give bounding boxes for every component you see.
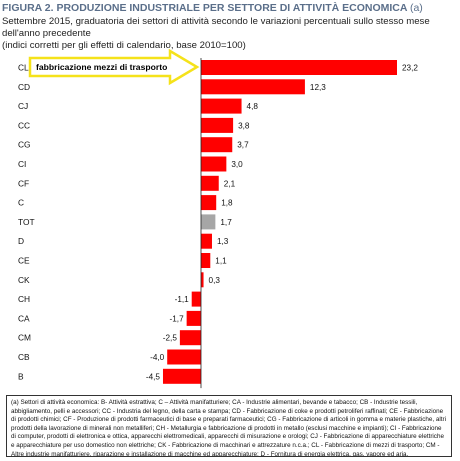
category-label: CI [18, 159, 26, 169]
bar [201, 60, 397, 75]
category-label: CF [18, 178, 29, 188]
footnote-text: (a) Settori di attività economica: B- At… [11, 399, 447, 457]
bar [201, 272, 204, 288]
chart-title-text: FIGURA 2. PRODUZIONE INDUSTRIALE PER SET… [2, 2, 408, 14]
bar [162, 368, 201, 384]
bar [201, 137, 233, 153]
bar-group: CL 23,2 CD 12,3 CJ 4,8 CC 3,8 CG 3,7 CI 3,0 CF 2,1 C 1,… [18, 60, 418, 384]
bar [201, 233, 212, 249]
bar [167, 349, 201, 365]
category-label: CB [18, 352, 30, 362]
bar-chart: CL 23,2 CD 12,3 CJ 4,8 CC 3,8 CG 3,7 CI 3,0 CF 2,1 C 1,… [18, 48, 418, 389]
data-label: 3,7 [237, 141, 249, 150]
category-label: CH [18, 294, 30, 304]
chart-subtitle-line1: Settembre 2015, graduatoria dei settori … [2, 16, 430, 39]
category-label: C [18, 198, 24, 208]
category-label: CL [18, 63, 29, 73]
bar [201, 117, 234, 133]
data-label: 3,0 [231, 160, 243, 169]
data-label: 1,3 [217, 237, 229, 246]
data-label: 1,1 [215, 257, 227, 266]
bar [201, 195, 217, 211]
data-label: -4,0 [150, 353, 165, 362]
category-label: B [18, 371, 24, 381]
data-label: 12,3 [310, 83, 326, 92]
data-label: 0,3 [209, 276, 221, 285]
category-label: D [18, 236, 24, 246]
chart-subtitle-line2: (indici corretti per gli effetti di cale… [2, 40, 246, 51]
category-label: CD [18, 82, 30, 92]
bar [186, 310, 201, 326]
data-label: 23,2 [402, 64, 418, 73]
data-label: 3,8 [238, 121, 250, 130]
chart-title-suffix: (a) [409, 2, 423, 14]
bar [201, 98, 242, 114]
annotation-arrow: fabbricazione mezzi di trasporto [28, 48, 200, 86]
category-label: CK [18, 275, 30, 285]
category-label: CJ [18, 101, 28, 111]
bar [201, 253, 211, 268]
category-label: CM [18, 333, 31, 343]
data-label: -4,5 [146, 372, 161, 381]
bar [201, 79, 305, 95]
footnote-box: (a) Settori di attività economica: B- At… [6, 395, 452, 457]
chart-subtitle: Settembre 2015, graduatoria dei settori … [2, 16, 458, 52]
bar [191, 291, 201, 307]
data-label: -1,7 [170, 314, 185, 323]
data-label: 2,1 [224, 179, 236, 188]
data-label: -1,1 [175, 295, 190, 304]
category-label: CE [18, 256, 30, 266]
data-label: 1,7 [220, 218, 232, 227]
category-label: CC [18, 120, 30, 130]
bar [179, 330, 201, 346]
data-label: 4,8 [247, 102, 259, 111]
category-label: TOT [18, 217, 35, 227]
bar [201, 156, 227, 172]
bar [201, 175, 219, 191]
chart-title: FIGURA 2. PRODUZIONE INDUSTRIALE PER SET… [2, 2, 423, 14]
bar [201, 214, 216, 230]
data-label: -2,5 [163, 334, 178, 343]
category-label: CG [18, 140, 31, 150]
category-label: CA [18, 313, 30, 323]
annotation-text: fabbricazione mezzi di trasporto [36, 62, 167, 72]
arrow-shape [28, 48, 200, 86]
data-label: 1,8 [221, 199, 233, 208]
